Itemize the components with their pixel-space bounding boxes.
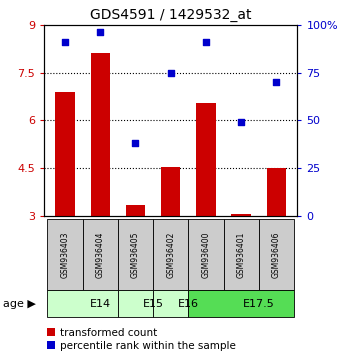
Title: GDS4591 / 1429532_at: GDS4591 / 1429532_at — [90, 8, 251, 22]
Text: GSM936405: GSM936405 — [131, 232, 140, 278]
Text: age ▶: age ▶ — [3, 298, 36, 309]
Text: GSM936404: GSM936404 — [96, 232, 105, 278]
Point — [203, 39, 209, 45]
Text: E16: E16 — [178, 298, 199, 309]
Bar — [223, 219, 259, 290]
Text: GSM936403: GSM936403 — [61, 232, 70, 278]
Bar — [188, 290, 294, 317]
Bar — [118, 290, 153, 317]
Text: GSM936401: GSM936401 — [237, 232, 246, 278]
Point — [62, 39, 68, 45]
Bar — [188, 219, 223, 290]
Text: GSM936402: GSM936402 — [166, 232, 175, 278]
Bar — [161, 167, 180, 216]
Bar — [55, 92, 75, 216]
Bar — [126, 205, 145, 216]
Legend: transformed count, percentile rank within the sample: transformed count, percentile rank withi… — [42, 324, 240, 354]
Point — [274, 79, 279, 85]
Bar — [196, 103, 216, 216]
Text: E15: E15 — [143, 298, 164, 309]
Bar — [47, 290, 118, 317]
Point — [98, 30, 103, 35]
Text: GSM936400: GSM936400 — [201, 232, 210, 278]
Bar — [267, 168, 286, 216]
Bar — [118, 219, 153, 290]
Point — [133, 141, 138, 146]
Bar — [153, 219, 188, 290]
Bar — [232, 215, 251, 216]
Point — [168, 70, 173, 75]
Point — [238, 119, 244, 125]
Bar — [47, 219, 83, 290]
Bar — [83, 219, 118, 290]
Text: GSM936406: GSM936406 — [272, 232, 281, 278]
Text: E17.5: E17.5 — [243, 298, 274, 309]
Bar — [153, 290, 188, 317]
Bar — [91, 53, 110, 216]
Bar — [259, 219, 294, 290]
Text: E14: E14 — [90, 298, 111, 309]
